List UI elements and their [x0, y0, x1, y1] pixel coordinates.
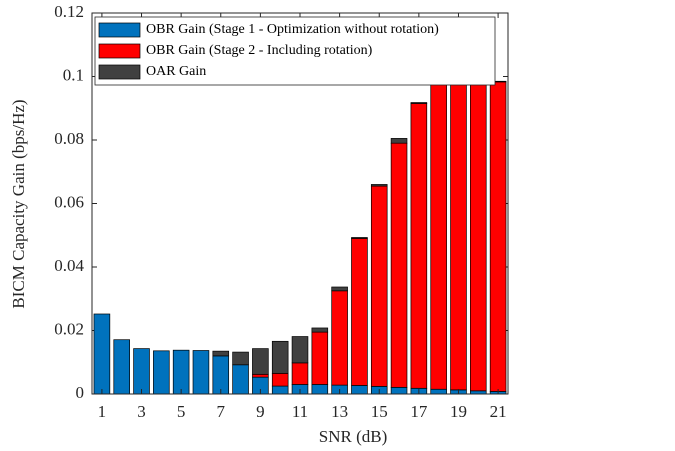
bar-segment [370, 185, 388, 387]
x-tick-label: 9 [256, 402, 265, 421]
bar-segment [430, 77, 447, 390]
legend-swatch [98, 64, 141, 80]
bar-segment [390, 138, 408, 144]
y-tick-label: 0 [76, 383, 85, 402]
y-tick-label: 0.1 [63, 65, 84, 84]
legend-swatch [98, 22, 141, 38]
legend-label: OAR Gain [146, 64, 206, 79]
bar-segment [430, 388, 447, 395]
bar-segment [291, 362, 309, 385]
bar-segment [192, 350, 210, 395]
bar-segment [331, 290, 348, 386]
x-tick-label: 1 [98, 402, 107, 421]
bar-segment [271, 385, 289, 395]
bar-segment [172, 349, 190, 395]
y-axis-label: BICM Capacity Gain (bps/Hz) [9, 99, 28, 308]
bar-segment [311, 331, 329, 385]
bar-segment [450, 65, 467, 391]
x-axis-label: SNR (dB) [319, 427, 387, 446]
bar-segment [113, 339, 130, 395]
bar-segment [370, 184, 388, 187]
y-tick-label: 0.02 [54, 319, 84, 338]
bar-segment [291, 336, 309, 364]
bar-segment [232, 351, 249, 366]
plot-frame [91, 12, 509, 395]
bar-segment [133, 348, 150, 395]
bar-segment [390, 142, 408, 388]
bar-segment [311, 384, 329, 395]
bar-segment [271, 373, 289, 387]
bar-segment [351, 385, 368, 395]
legend-swatch [98, 43, 141, 59]
bar-segment [331, 286, 348, 292]
x-tick-label: 17 [410, 402, 428, 421]
y-tick-label: 0.04 [54, 256, 84, 275]
x-tick-label: 5 [177, 402, 186, 421]
x-tick-label: 7 [217, 402, 226, 421]
x-tick-label: 11 [292, 402, 308, 421]
x-tick-label: 3 [137, 402, 146, 421]
bar-segment [232, 364, 249, 395]
legend-label: OBR Gain (Stage 1 - Optimization without… [146, 22, 439, 37]
x-tick-label: 21 [490, 402, 507, 421]
bar-segment [410, 103, 428, 389]
legend: OBR Gain (Stage 1 - Optimization without… [94, 16, 496, 86]
bar-segment [252, 373, 269, 378]
bar-segment [212, 350, 230, 357]
legend-box [94, 16, 496, 86]
y-tick-label: 0.08 [54, 129, 84, 148]
bar-segment [252, 348, 269, 375]
bar-segment [470, 67, 487, 392]
y-tick-label: 0.06 [54, 192, 84, 211]
y-tick-label: 0.12 [54, 2, 84, 21]
bar-segment [390, 386, 408, 395]
bar-segment [93, 313, 111, 395]
bar-segment [351, 237, 368, 239]
x-tick-label: 15 [371, 402, 388, 421]
bar-segment [153, 350, 170, 395]
x-tick-label: 19 [450, 402, 467, 421]
bar-segment [271, 340, 289, 374]
bar-segment [410, 102, 428, 104]
legend-label: OBR Gain (Stage 2 - Including rotation) [146, 43, 373, 58]
bar-segment [212, 355, 230, 395]
bar-segment [351, 238, 368, 386]
bar-segment [489, 81, 507, 392]
x-tick-label: 13 [331, 402, 348, 421]
bar-segment [311, 327, 329, 333]
